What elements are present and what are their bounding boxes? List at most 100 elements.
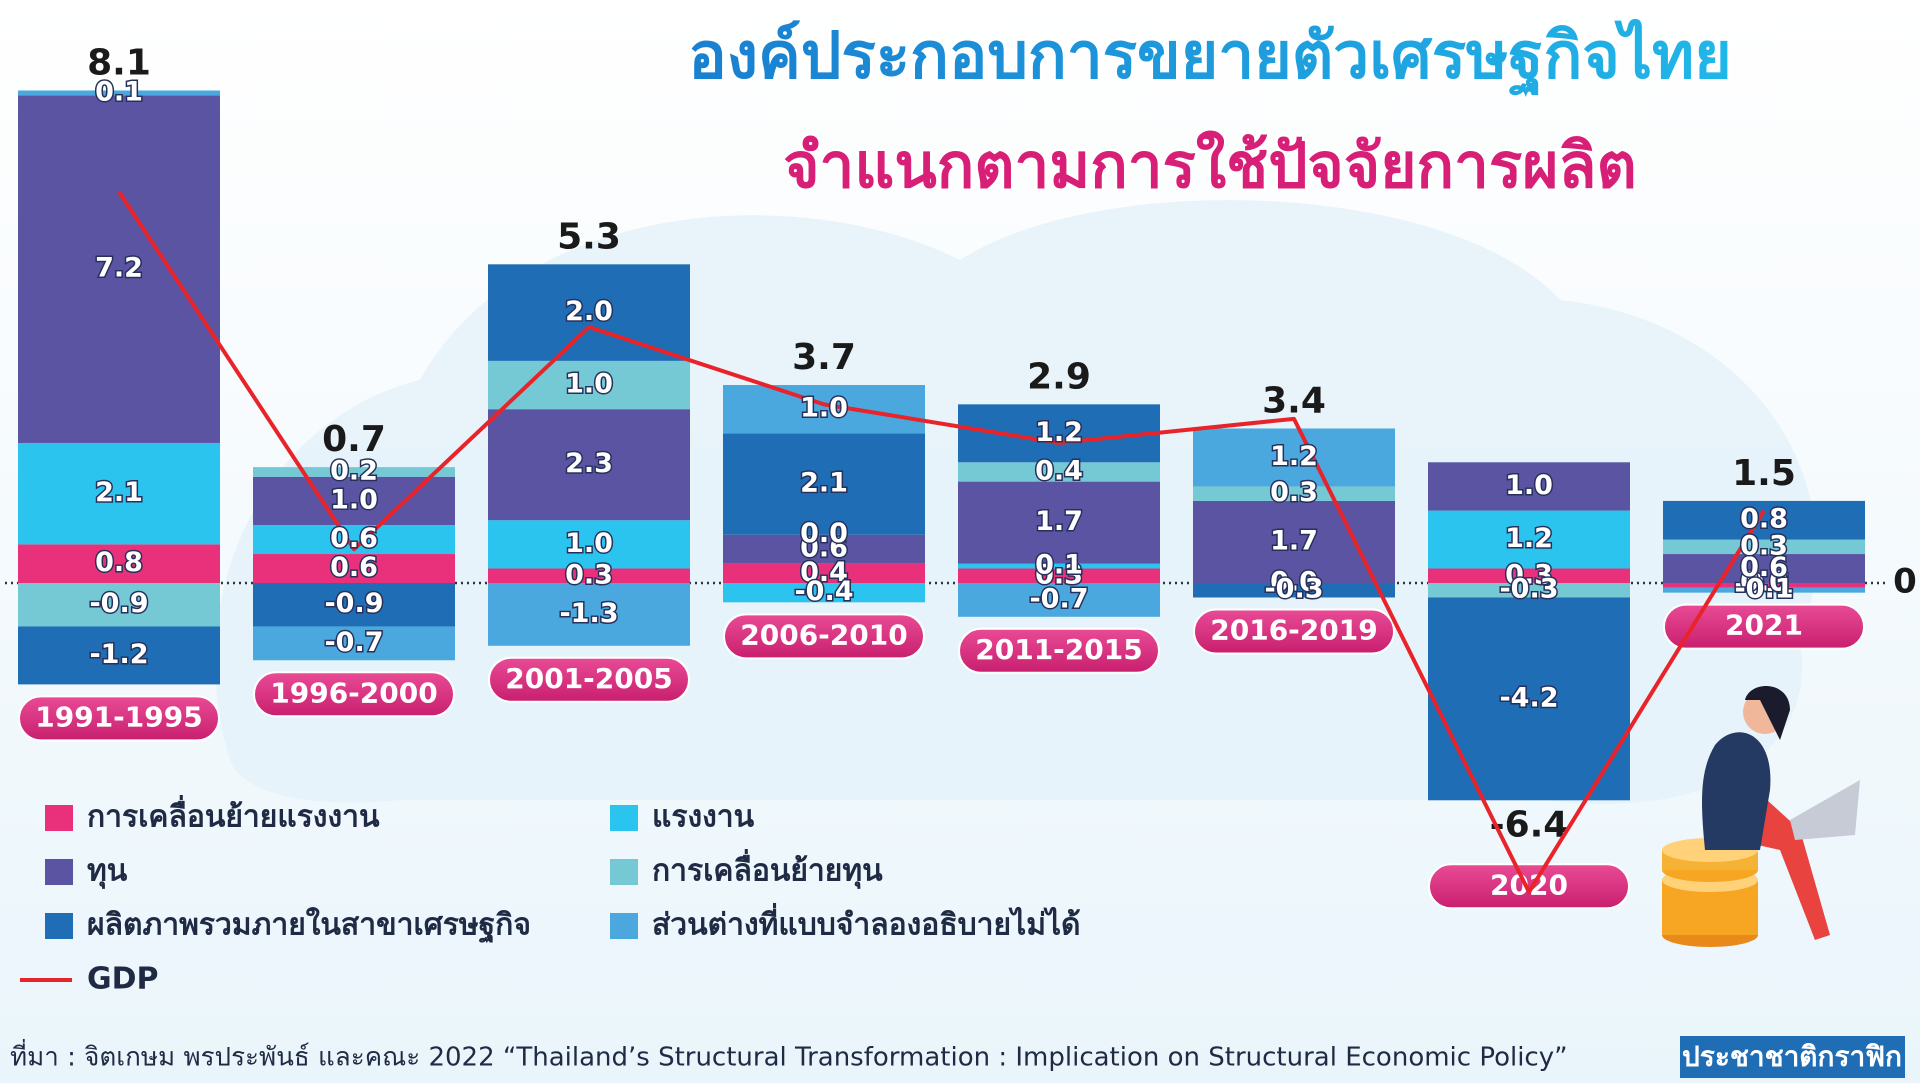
category-pill [958, 627, 1160, 674]
bar-segment [488, 520, 690, 569]
bar-segment [958, 563, 1160, 569]
segment-label: -1.2 [89, 639, 148, 670]
segment-label: 2.3 [565, 448, 613, 479]
x-tick-label: 2020 [1490, 868, 1568, 901]
segment-label: 0.1 [1035, 550, 1083, 581]
segment-label: 2.1 [800, 468, 848, 499]
category-pill [488, 656, 690, 703]
bar-segment [1663, 583, 1865, 588]
segment-label: 1.2 [1270, 441, 1318, 472]
legend-swatch [45, 913, 73, 939]
x-tick-label: 1991-1995 [35, 700, 202, 733]
legend-label: ส่วนต่างที่แบบจำลองอธิบายไม่ได้ [652, 903, 1081, 943]
segment-label: 7.2 [95, 253, 143, 284]
bar-segment [723, 563, 925, 583]
segment-label: -0.3 [1499, 574, 1558, 605]
segment-label: 0.6 [800, 533, 848, 564]
bar-segment [1193, 583, 1395, 598]
bar-segment [1193, 500, 1395, 583]
bar-segment [488, 264, 690, 361]
segment-label: -0.1 [1734, 574, 1793, 605]
bar-segment [488, 568, 690, 583]
segment-label: 0.2 [330, 455, 378, 486]
bar-segment [18, 95, 220, 443]
bar-segment [488, 409, 690, 521]
segment-label: 0.3 [565, 559, 613, 590]
bar-segment [958, 568, 1160, 583]
bar-segment [253, 626, 455, 661]
segment-label: 1.0 [800, 393, 848, 424]
total-label: 2.9 [1027, 356, 1091, 397]
segment-label: 0.6 [1740, 552, 1788, 583]
segment-label: -4.2 [1499, 682, 1558, 713]
bar-segment [18, 442, 220, 545]
segment-label: 0.0 [1740, 567, 1788, 598]
gdp-line [117, 190, 1766, 895]
plot-area: 0 8.1 1991-1995 0.7 1996-2000 5.3 2001-2005 3.7… [5, 42, 1917, 910]
total-label: 1.5 [1732, 453, 1796, 494]
legend-label: ผลิตภาพรวมภายในสาขาเศรษฐกิจ [87, 907, 531, 945]
category-pill [723, 613, 925, 660]
total-label: 3.7 [792, 337, 856, 378]
segment-label: 0.8 [1740, 504, 1788, 535]
segment-label: 1.0 [330, 484, 378, 515]
bar-segment [1428, 510, 1630, 569]
bar-segment [723, 433, 925, 535]
segment-label: 1.0 [1505, 470, 1553, 501]
segment-label: -0.9 [89, 588, 148, 619]
bar-segment [1428, 583, 1630, 598]
bar-segment [18, 544, 220, 583]
category-pill [1193, 608, 1395, 655]
total-label: 3.4 [1262, 380, 1326, 421]
legend-label: การเคลื่อนย้ายทุน [652, 849, 883, 890]
legend-swatch [45, 805, 73, 831]
bar-segment [958, 583, 1160, 617]
bar-segment [1428, 597, 1630, 801]
bar-segment [1663, 587, 1865, 593]
bar-segment [18, 90, 220, 96]
segment-label: 1.7 [1035, 506, 1083, 537]
segment-label: -0.4 [794, 576, 853, 607]
bar-segment [1193, 428, 1395, 487]
category-pill [1428, 863, 1630, 910]
segment-label: 0.0 [800, 518, 848, 549]
segment-label: 0.3 [1505, 559, 1553, 590]
legend-label: GDP [87, 962, 159, 997]
segment-label: 0.1 [95, 76, 143, 107]
x-tick-label: 2021 [1725, 609, 1803, 642]
bar-segment [253, 554, 455, 583]
legend-swatch [610, 913, 638, 939]
y-tick-label: 0 [1893, 562, 1917, 602]
x-tick-label: 2001-2005 [505, 662, 672, 695]
segment-label: 2.1 [95, 477, 143, 508]
legend-swatch [610, 859, 638, 885]
brand-badge [1680, 1036, 1905, 1078]
bar-segment [488, 583, 690, 646]
category-pill [1663, 603, 1865, 650]
chart-subtitle: จำแนกตามการใช้ปัจจัยการผลิต [783, 129, 1637, 202]
segment-label: -0.3 [1264, 574, 1323, 605]
bar-segment [958, 462, 1160, 482]
bar-segment [18, 583, 220, 627]
bar-segment [723, 534, 925, 564]
segment-label: 0.3 [1035, 559, 1083, 590]
legend-swatch [45, 859, 73, 885]
legend-label: แรงงาน [652, 800, 755, 835]
bar-segment [723, 583, 925, 603]
bar-segment [1193, 486, 1395, 501]
segment-label: 1.0 [565, 369, 613, 400]
legend-label: การเคลื่อนย้ายแรงงาน [87, 795, 380, 835]
segment-label: 0.4 [800, 557, 848, 588]
bar-segment [1663, 554, 1865, 583]
bar-segment [253, 583, 455, 627]
legend-label: ทุน [87, 854, 128, 890]
segment-label: 0.6 [330, 523, 378, 554]
bar-segment [253, 467, 455, 477]
x-tick-label: 2011-2015 [975, 633, 1142, 666]
x-tick-label: 2006-2010 [740, 618, 907, 651]
bar-segment [18, 626, 220, 685]
segment-label: 0.3 [1740, 530, 1788, 561]
bar-segment [1663, 539, 1865, 555]
